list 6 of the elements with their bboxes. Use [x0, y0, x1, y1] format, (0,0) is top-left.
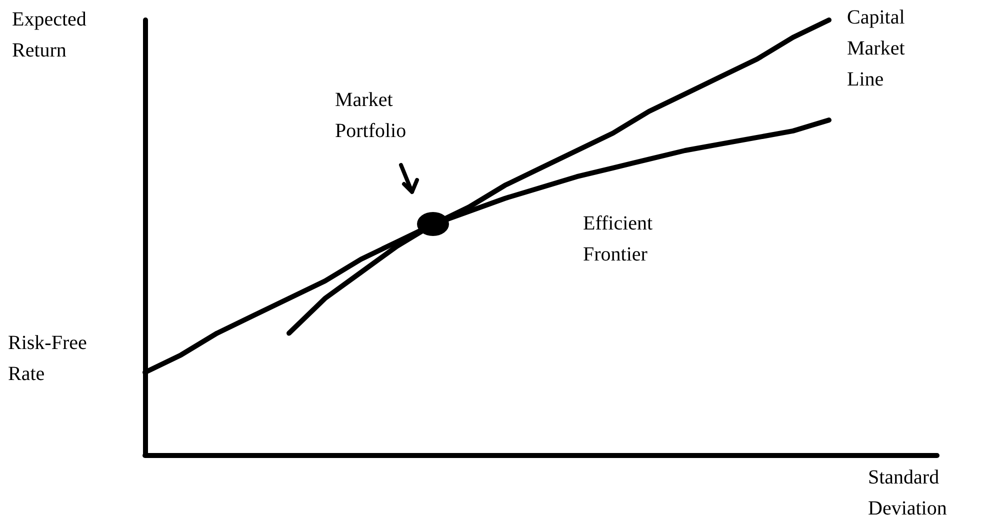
- x-axis-title: Standard Deviation: [868, 466, 947, 520]
- text: Risk-Free Rate: [8, 332, 92, 385]
- annotation: Market Portfolio: [335, 88, 406, 142]
- y-axis-title: Expected Return: [12, 8, 92, 62]
- series-label: Capital Market Line: [847, 6, 910, 90]
- series-label: Efficient Frontier: [583, 212, 658, 266]
